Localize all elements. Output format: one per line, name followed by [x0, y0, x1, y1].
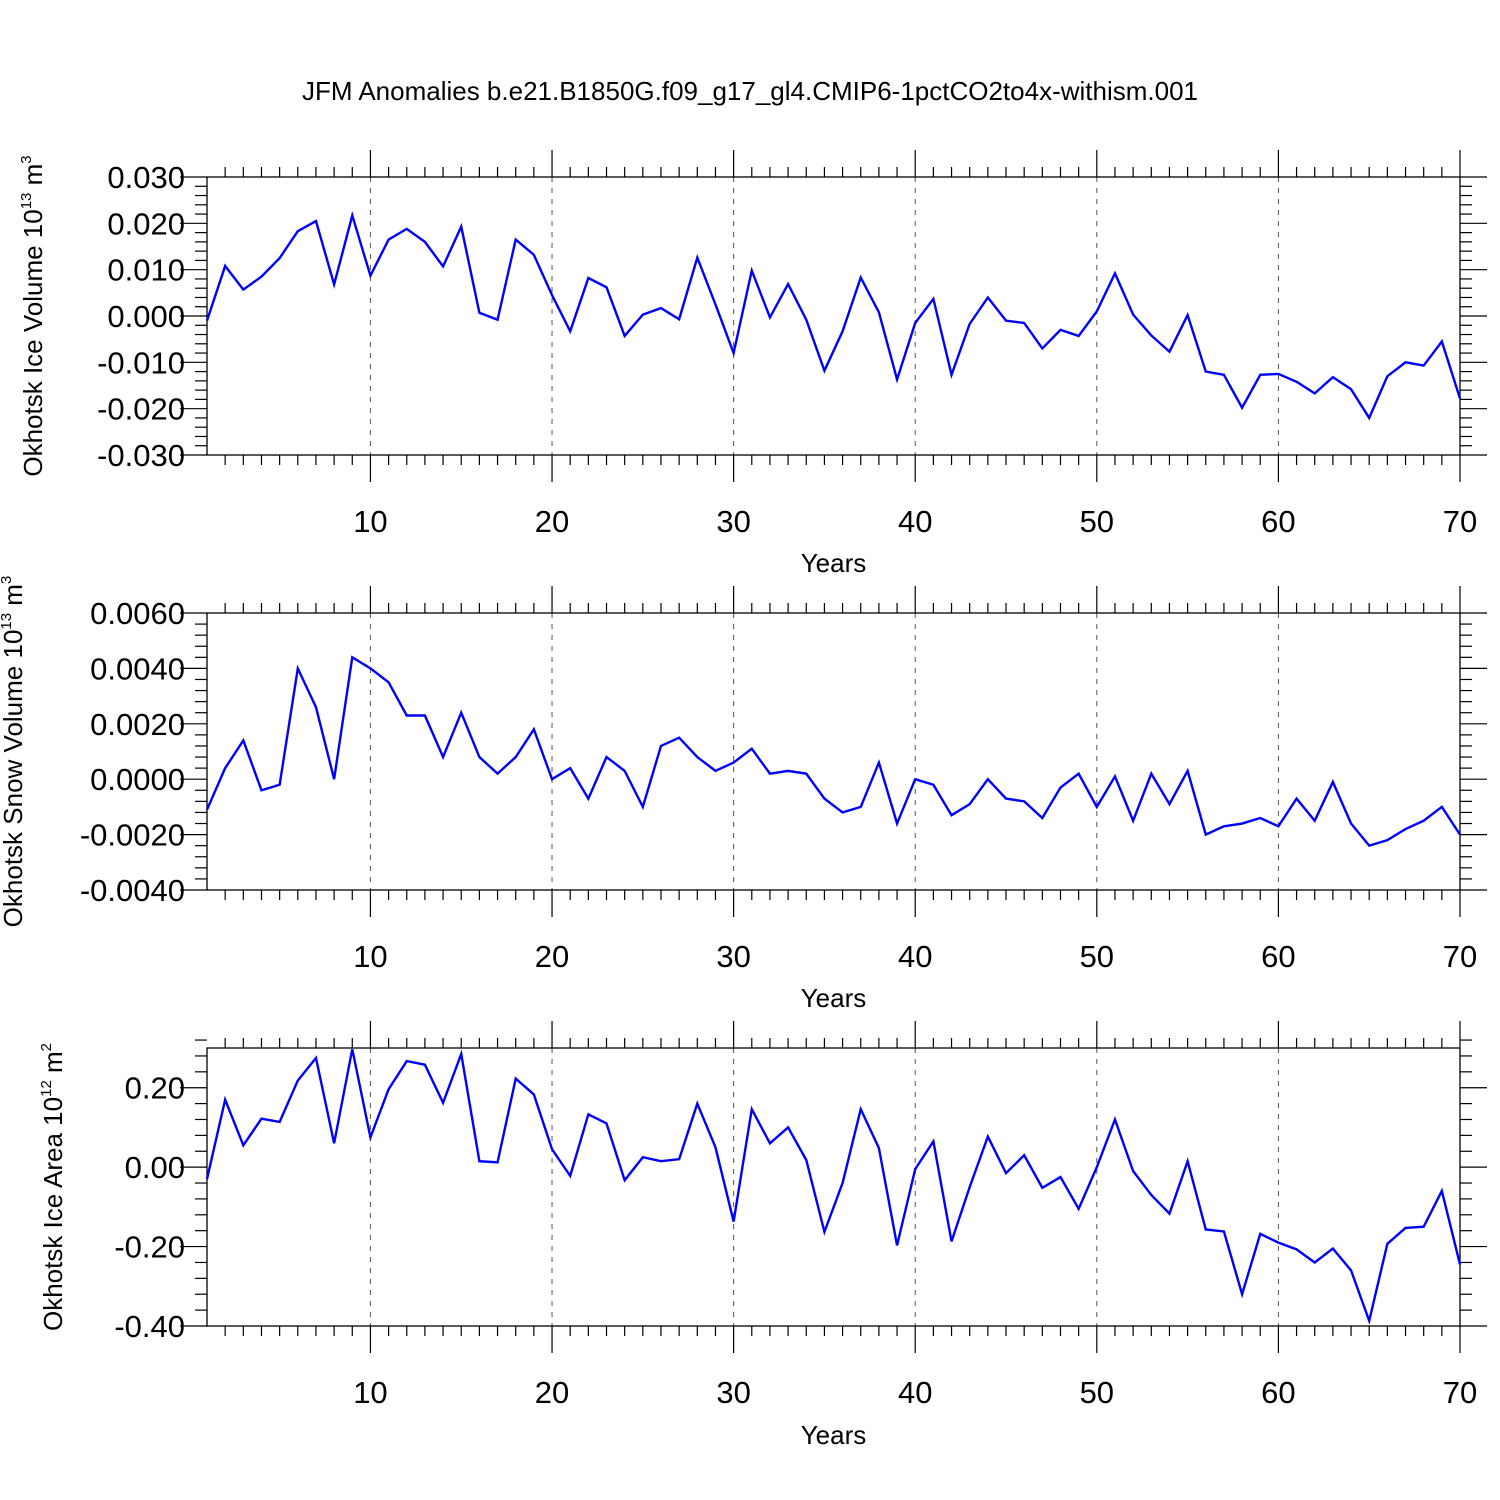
- y-tick-label: -0.40: [114, 1309, 185, 1344]
- y-tick-label: 0.0040: [90, 651, 185, 686]
- y-tick-label: 0.20: [125, 1071, 185, 1106]
- y-tick-label: 0.010: [107, 253, 185, 288]
- y-tick-label: 0.000: [107, 299, 185, 334]
- y-tick-label: -0.0020: [80, 818, 185, 853]
- x-tick-label: 40: [898, 939, 932, 974]
- x-axis-label: Years: [801, 983, 867, 1013]
- series-line-ice-area: [205, 1048, 1462, 1326]
- x-tick-label: 40: [898, 504, 932, 539]
- y-axis-label: Okhotsk Snow Volume 1013 m3: [0, 576, 28, 928]
- series-line-ice-volume: [205, 211, 1462, 421]
- y-tick-label: 0.0000: [90, 762, 185, 797]
- y-axis-label: Okhotsk Ice Volume 1013 m3: [18, 155, 48, 476]
- x-tick-label: 40: [898, 1375, 932, 1410]
- x-tick-label: 30: [716, 504, 750, 539]
- y-tick-label: 0.00: [125, 1150, 185, 1185]
- x-tick-label: 10: [353, 939, 387, 974]
- x-axis-label: Years: [801, 1420, 867, 1450]
- y-tick-label: -0.0040: [80, 873, 185, 908]
- y-tick-label: 0.0020: [90, 707, 185, 742]
- panel-ice-area: -0.40 -0.20 0.00 0.20 10 20 30 40 50 60 70 Years Okh…: [38, 1021, 1487, 1450]
- x-tick-label: 50: [1080, 1375, 1114, 1410]
- y-tick-label: -0.20: [114, 1230, 185, 1265]
- x-tick-label: 50: [1080, 504, 1114, 539]
- series-line-snow-volume: [205, 655, 1462, 848]
- x-axis-label: Years: [801, 548, 867, 578]
- y-tick-label: -0.020: [97, 392, 185, 427]
- x-tick-label: 30: [716, 939, 750, 974]
- x-tick-label: 70: [1443, 939, 1477, 974]
- plot-frame: [206, 176, 1461, 456]
- y-tick-label: -0.010: [97, 345, 185, 380]
- y-tick-label: 0.0060: [90, 596, 185, 631]
- panel-ice-volume: -0.030 -0.020 -0.010 0.000 0.010 0.020 0.030 10…: [18, 150, 1487, 578]
- x-tick-label: 60: [1261, 1375, 1295, 1410]
- x-tick-label: 30: [716, 1375, 750, 1410]
- x-tick-label: 60: [1261, 504, 1295, 539]
- y-tick-label: 0.020: [107, 206, 185, 241]
- x-tick-label: 20: [535, 939, 569, 974]
- x-tick-label: 20: [535, 1375, 569, 1410]
- figure-title: JFM Anomalies b.e21.B1850G.f09_g17_gl4.C…: [302, 76, 1198, 106]
- x-tick-label: 50: [1080, 939, 1114, 974]
- x-tick-label: 60: [1261, 939, 1295, 974]
- x-tick-label: 10: [353, 504, 387, 539]
- plot-frame: [206, 612, 1461, 891]
- y-tick-label: -0.030: [97, 438, 185, 473]
- x-tick-label: 10: [353, 1375, 387, 1410]
- x-tick-label: 70: [1443, 1375, 1477, 1410]
- y-axis-label: Okhotsk Ice Area 1012 m2: [38, 1043, 68, 1331]
- panel-snow-volume: -0.0040 -0.0020 0.0000 0.0020 0.0040 0.0060 10…: [0, 576, 1487, 1013]
- y-tick-label: 0.030: [107, 160, 185, 195]
- plot-frame: [206, 1047, 1461, 1327]
- x-tick-label: 70: [1443, 504, 1477, 539]
- x-tick-label: 20: [535, 504, 569, 539]
